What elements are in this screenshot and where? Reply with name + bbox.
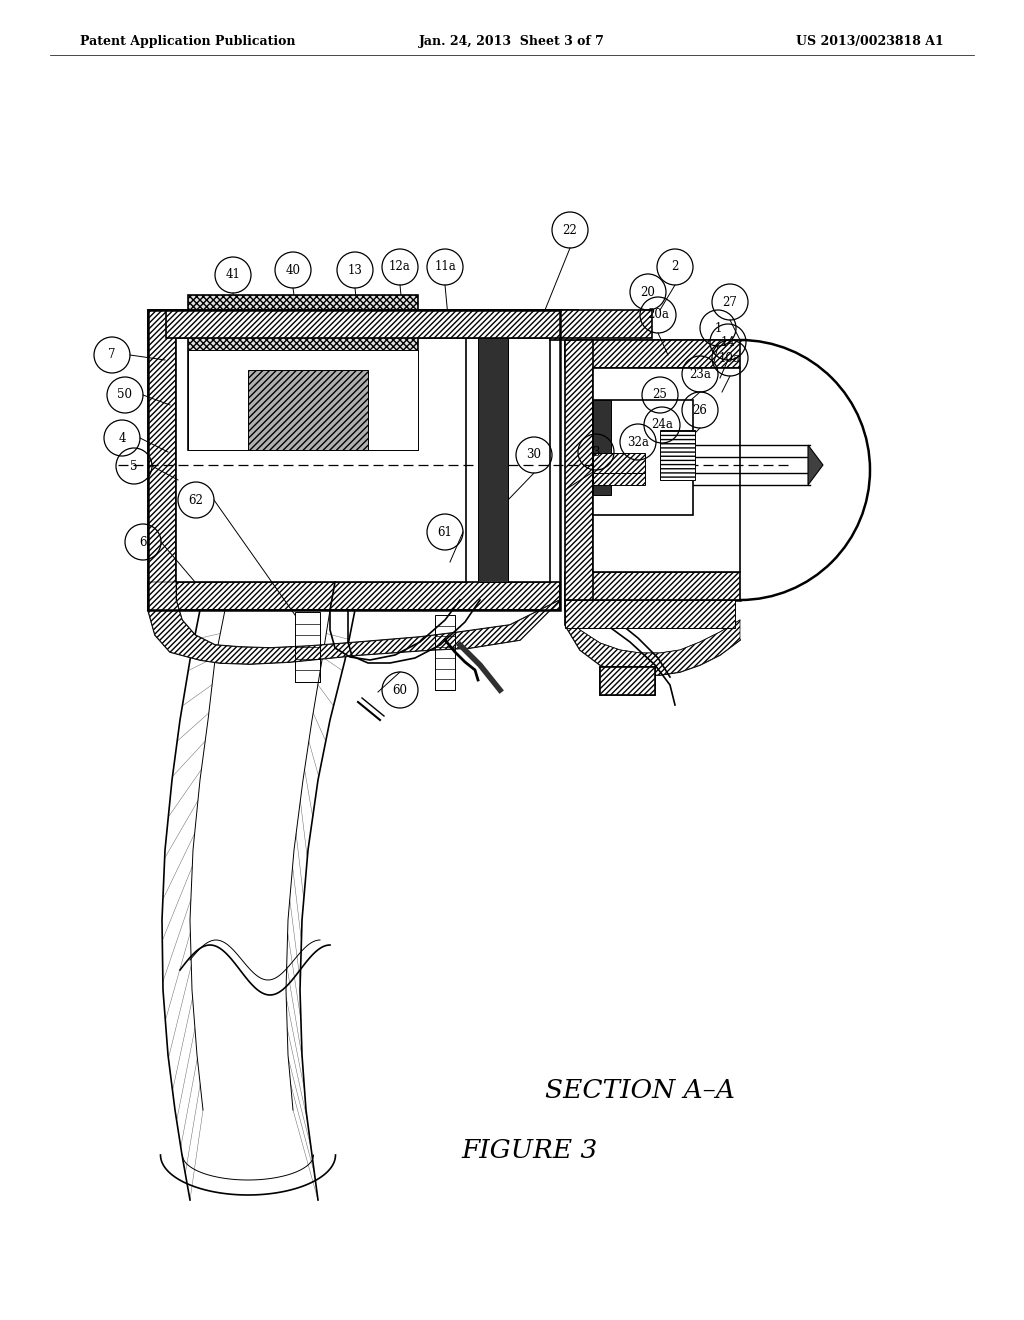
Bar [550,310,578,341]
Text: 23a: 23a [689,367,711,380]
Bar [565,601,735,628]
Bar [565,572,740,601]
Text: US 2013/0023818 A1: US 2013/0023818 A1 [797,36,944,48]
Text: 14: 14 [721,335,735,348]
Bar [600,667,655,696]
Bar [565,341,740,368]
Text: 24a: 24a [651,418,673,432]
Text: 20a: 20a [647,309,669,322]
Bar [593,400,693,515]
Bar [593,400,611,495]
Text: 11a: 11a [434,260,456,273]
Bar [295,612,319,682]
Text: 26: 26 [692,404,708,417]
Text: 1: 1 [715,322,722,334]
PathPatch shape [148,582,560,664]
Bar [248,370,368,450]
Bar [600,667,655,696]
Text: 6: 6 [139,536,146,549]
Text: 32a: 32a [627,436,649,449]
Text: 3: 3 [592,446,600,458]
Text: 4: 4 [118,432,126,445]
Text: 20: 20 [641,285,655,298]
Text: 10a: 10a [719,351,741,364]
Text: 25: 25 [652,388,668,401]
PathPatch shape [565,601,740,675]
Bar [176,338,466,582]
Text: SECTION A–A: SECTION A–A [545,1077,735,1102]
Bar [148,310,560,338]
Text: 7: 7 [109,348,116,362]
Bar [478,338,508,582]
Bar [508,338,550,582]
Bar [593,368,740,572]
Text: 5: 5 [130,459,138,473]
Bar [148,582,560,610]
Text: 22: 22 [562,223,578,236]
Text: Patent Application Publication: Patent Application Publication [80,36,296,48]
Bar [660,430,695,480]
Text: 2: 2 [672,260,679,273]
Text: 13: 13 [347,264,362,276]
Text: FIGURE 3: FIGURE 3 [462,1138,598,1163]
Text: 41: 41 [225,268,241,281]
Bar [565,341,593,601]
Polygon shape [808,445,823,484]
Text: 60: 60 [392,684,408,697]
Bar [593,453,645,473]
Bar [166,310,652,338]
Bar [188,350,418,450]
Bar [593,473,645,484]
Text: Jan. 24, 2013  Sheet 3 of 7: Jan. 24, 2013 Sheet 3 of 7 [419,36,605,48]
Text: 30: 30 [526,449,542,462]
Text: 62: 62 [188,494,204,507]
Text: 50: 50 [118,388,132,401]
Text: 12a: 12a [389,260,411,273]
Bar [188,294,418,450]
Text: 27: 27 [723,296,737,309]
Bar [148,310,560,610]
Text: 40: 40 [286,264,300,276]
Bar [148,310,176,610]
Bar [435,615,455,690]
Text: 61: 61 [437,525,453,539]
